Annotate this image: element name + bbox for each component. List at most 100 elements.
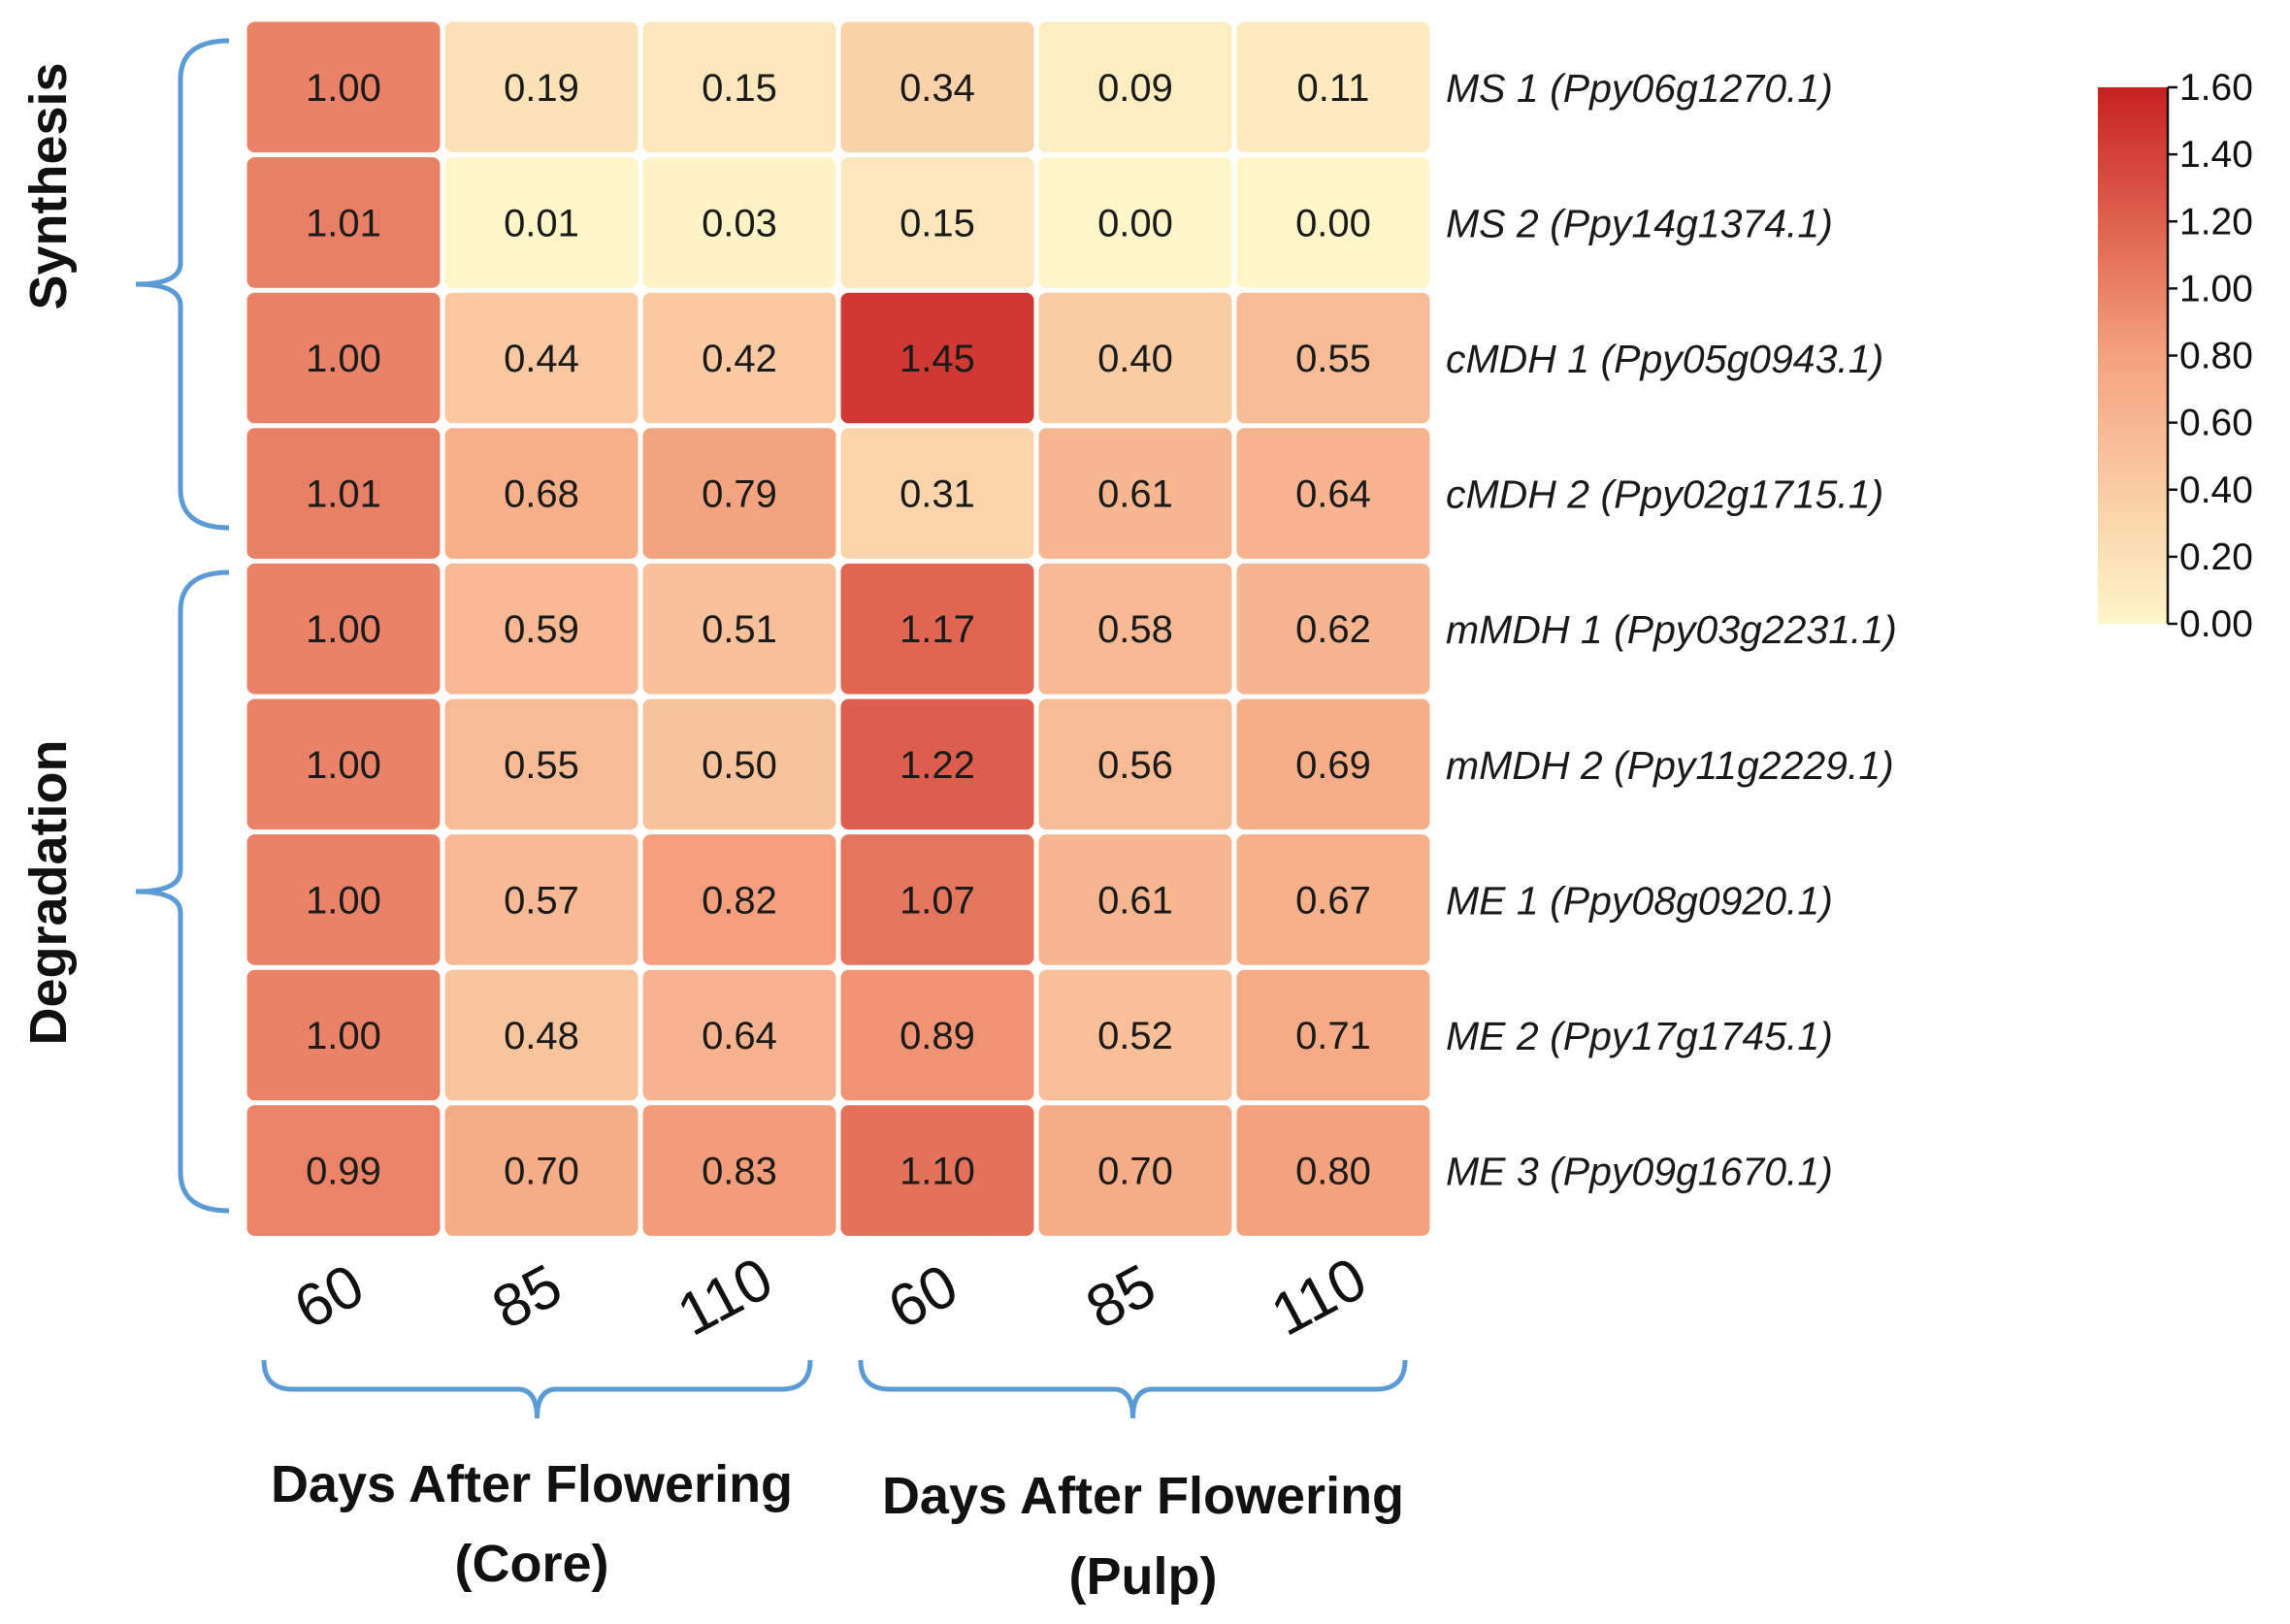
heatmap-cell [1236, 157, 1430, 288]
cell-value-label: 0.01 [504, 202, 579, 244]
heatmap-cells: 1.00 0.19 0.15 0.34 0.09 0.11 1.01 0.01 0.03 0.15… [246, 21, 1430, 1236]
cell-value-label: 0.55 [504, 744, 579, 787]
heatmap-cell [1038, 698, 1232, 830]
row-group-label: Synthesis [19, 62, 78, 309]
cell-value-label: 0.69 [1295, 744, 1371, 787]
cell-value-label: 0.31 [900, 473, 975, 516]
cell-value-label: 0.58 [1097, 608, 1173, 651]
colorbar-tick-label: 0.00 [2179, 603, 2253, 645]
row-label: ME 2 (Ppy17g1745.1) [1446, 1014, 1833, 1058]
cell-value-label: 0.61 [1097, 879, 1173, 922]
heatmap-cell [444, 563, 638, 695]
column-group-sublabel: (Pulp) [1069, 1547, 1218, 1606]
cell-value-label: 0.61 [1097, 473, 1173, 516]
cell-value-label: 1.17 [900, 608, 975, 651]
cell-value-label: 0.68 [504, 473, 579, 516]
heatmap-cell [246, 834, 441, 965]
cell-value-label: 0.03 [702, 202, 777, 244]
cell-value-label: 0.00 [1097, 202, 1173, 244]
row-label: MS 2 (Ppy14g1374.1) [1446, 201, 1833, 245]
column-labels: 60 85 110 60 85 110 [284, 1245, 1377, 1348]
cell-value-label: 0.59 [504, 608, 579, 651]
row-label: cMDH 1 (Ppy05g0943.1) [1446, 337, 1883, 381]
column-group-bracket [261, 1359, 813, 1419]
cell-value-label: 0.57 [504, 879, 579, 922]
heatmap-cell [1038, 563, 1232, 695]
colorbar-tick-label: 0.80 [2179, 336, 2253, 377]
heatmap-cell [246, 969, 441, 1101]
cell-value-label: 0.83 [702, 1151, 777, 1193]
cell-value-label: 1.00 [306, 744, 381, 787]
group-brackets [135, 38, 1408, 1419]
row-label: mMDH 1 (Ppy03g2231.1) [1446, 607, 1897, 652]
cell-value-label: 1.00 [306, 879, 381, 922]
heatmap-cell [1038, 21, 1232, 153]
colorbar: 0.00 0.20 0.40 0.60 0.80 1.00 1.20 1.40 1.60 [2098, 67, 2253, 645]
cell-value-label: 0.15 [900, 202, 975, 244]
column-tick-label: 110 [668, 1245, 784, 1348]
cell-value-label: 0.71 [1295, 1015, 1371, 1057]
heatmap-cell [1038, 1105, 1232, 1236]
cell-value-label: 0.09 [1097, 67, 1173, 110]
heatmap-cell [840, 157, 1034, 288]
group-labels: Synthesis Degradation Days After Flowering… [19, 62, 1404, 1606]
colorbar-tick-label: 1.20 [2179, 201, 2253, 243]
cell-value-label: 1.45 [900, 338, 975, 380]
row-group-label: Degradation [19, 739, 78, 1045]
column-tick-label: 60 [878, 1251, 968, 1342]
cell-value-label: 0.19 [504, 67, 579, 110]
row-labels: MS 1 (Ppy06g1270.1) MS 2 (Ppy14g1374.1) cM… [1446, 66, 1897, 1194]
cell-value-label: 1.00 [306, 338, 381, 380]
row-group-bracket [135, 38, 230, 531]
heatmap-cell [246, 21, 441, 153]
cell-value-label: 0.64 [702, 1015, 777, 1057]
heatmap-cell [246, 698, 441, 830]
cell-value-label: 0.64 [1295, 473, 1371, 516]
heatmap-cell [1038, 834, 1232, 965]
heatmap-cell [444, 428, 638, 559]
cell-value-label: 1.22 [900, 744, 975, 787]
heatmap-cell [840, 563, 1034, 695]
cell-value-label: 0.00 [1295, 202, 1371, 244]
cell-value-label: 0.34 [900, 67, 975, 110]
heatmap-cell [1236, 969, 1430, 1101]
column-group-label: Days After Flowering [271, 1455, 793, 1513]
heatmap-cell [1236, 428, 1430, 559]
heatmap-cell [642, 292, 836, 424]
cell-value-label: 0.70 [1097, 1151, 1173, 1193]
cell-value-label: 0.15 [702, 67, 777, 110]
heatmap-cell [840, 969, 1034, 1101]
heatmap-cell [642, 157, 836, 288]
colorbar-tick-label: 0.60 [2179, 403, 2253, 444]
colorbar-tick-label: 1.00 [2179, 268, 2253, 309]
heatmap-cell [642, 563, 836, 695]
heatmap-cell [246, 157, 441, 288]
heatmap-cell [1038, 428, 1232, 559]
heatmap-cell [444, 698, 638, 830]
cell-value-label: 0.42 [702, 338, 777, 380]
column-group-sublabel: (Core) [455, 1535, 609, 1593]
cell-value-label: 0.44 [504, 338, 579, 380]
heatmap-cell [642, 698, 836, 830]
colorbar-tick-label: 1.60 [2179, 67, 2253, 109]
colorbar-gradient [2098, 87, 2168, 624]
heatmap-cell [444, 157, 638, 288]
heatmap-cell [840, 292, 1034, 424]
heatmap-cell [444, 21, 638, 153]
cell-value-label: 0.50 [702, 744, 777, 787]
heatmap-cell [246, 292, 441, 424]
heatmap-cell [1236, 292, 1430, 424]
heatmap-cell [642, 1105, 836, 1236]
row-group-bracket [135, 569, 230, 1214]
heatmap-cell [1236, 21, 1430, 153]
heatmap-cell [444, 292, 638, 424]
cell-value-label: 1.10 [900, 1151, 975, 1193]
heatmap-cell [642, 21, 836, 153]
column-group-label: Days After Flowering [882, 1467, 1404, 1525]
heatmap-cell [246, 563, 441, 695]
cell-value-label: 0.48 [504, 1015, 579, 1057]
heatmap-cell [642, 834, 836, 965]
heatmap-cell [444, 1105, 638, 1236]
heatmap-cell [1236, 563, 1430, 695]
cell-value-label: 0.82 [702, 879, 777, 922]
